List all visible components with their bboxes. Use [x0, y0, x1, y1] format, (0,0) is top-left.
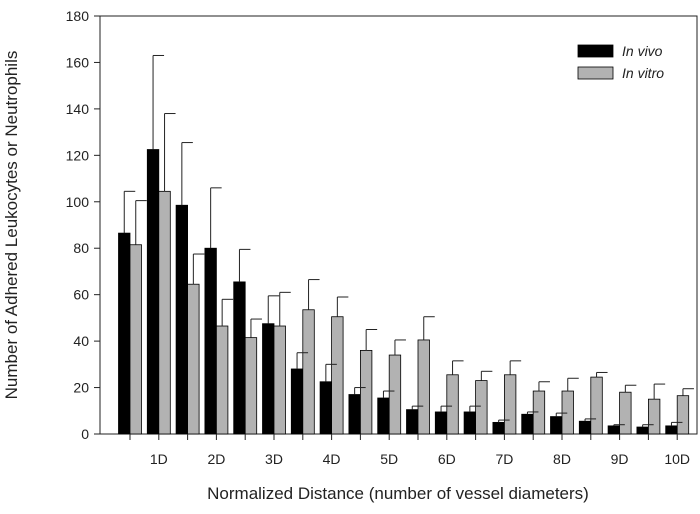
x-tick-label-2D: 2D — [207, 451, 225, 467]
y-tick-label-8: 160 — [66, 54, 90, 70]
x-axis-label: Normalized Distance (number of vessel di… — [207, 484, 589, 503]
legend: In vivo In vitro — [577, 43, 664, 81]
y-tick-label-9: 180 — [66, 8, 90, 24]
bar-in-vitro-16 — [590, 376, 603, 435]
bar-in-vitro-17 — [619, 391, 632, 435]
bar-in-vivo-15 — [550, 416, 563, 435]
x-tick-label-6D: 6D — [438, 451, 456, 467]
x-tick-label-10D: 10D — [664, 451, 690, 467]
bar-in-vivo-10 — [406, 409, 419, 435]
bar-in-vivo-7 — [319, 381, 333, 435]
bars-layer — [118, 149, 690, 435]
y-axis-label: Number of Adhered Leukocytes or Neutroph… — [2, 51, 21, 400]
bar-in-vitro-19 — [676, 395, 690, 435]
legend-swatch-in-vitro — [577, 66, 614, 80]
y-axis: 0 20 40 60 80 100 120 140 160 180 — [66, 8, 100, 442]
legend-swatch-in-vivo — [577, 44, 614, 58]
bar-in-vivo-6 — [290, 368, 304, 435]
bar-in-vitro-10 — [417, 339, 430, 435]
bar-in-vivo-3 — [204, 247, 217, 435]
bar-in-vitro-4 — [244, 337, 258, 435]
bar-in-vivo-0 — [118, 232, 131, 435]
y-tick-label-1: 20 — [73, 380, 89, 396]
bar-in-vivo-18 — [636, 426, 649, 435]
bar-in-vitro-7 — [331, 316, 344, 435]
bar-in-vitro-8 — [359, 349, 373, 435]
y-tick-label-0: 0 — [81, 426, 89, 442]
bar-in-vivo-5 — [262, 323, 275, 435]
bar-in-vivo-19 — [665, 425, 678, 435]
bar-in-vitro-5 — [273, 325, 286, 435]
bar-in-vivo-14 — [521, 413, 534, 435]
y-tick-label-7: 140 — [66, 101, 90, 117]
bar-in-vitro-18 — [648, 398, 661, 435]
bar-in-vivo-13 — [492, 421, 505, 435]
bar-in-vivo-9 — [377, 397, 390, 435]
errorbars-layer — [123, 54, 694, 428]
bar-in-vitro-12 — [475, 380, 488, 435]
bar-in-vivo-12 — [463, 411, 477, 435]
bar-in-vitro-9 — [388, 354, 402, 435]
bar-in-vivo-4 — [233, 281, 246, 435]
bar-in-vitro-1 — [158, 190, 171, 435]
x-tick-label-4D: 4D — [323, 451, 341, 467]
bar-in-vitro-15 — [561, 390, 574, 435]
x-tick-label-1D: 1D — [150, 451, 168, 467]
y-tick-label-6: 120 — [66, 147, 90, 163]
bar-in-vivo-11 — [434, 411, 448, 435]
bar-in-vitro-0 — [129, 244, 142, 435]
bar-in-vitro-14 — [532, 390, 546, 435]
bar-in-vitro-6 — [302, 309, 315, 435]
legend-label-in-vitro: In vitro — [622, 65, 664, 81]
x-tick-label-9D: 9D — [611, 451, 629, 467]
y-tick-label-5: 100 — [66, 194, 90, 210]
y-tick-label-3: 60 — [73, 287, 89, 303]
bar-in-vivo-8 — [348, 394, 361, 435]
y-tick-label-2: 40 — [73, 333, 89, 349]
bar-in-vitro-13 — [503, 374, 517, 435]
x-axis: 1D 2D 3D 4D 5D 6D 7D 8D 9D 10D — [129, 434, 690, 467]
bar-in-vitro-3 — [215, 325, 229, 435]
x-tick-label-8D: 8D — [553, 451, 571, 467]
bar-in-vivo-17 — [607, 425, 620, 435]
x-tick-label-7D: 7D — [495, 451, 513, 467]
x-tick-label-3D: 3D — [265, 451, 283, 467]
y-tick-label-4: 80 — [73, 240, 89, 256]
bar-in-vivo-16 — [578, 420, 592, 435]
bar-in-vivo-1 — [146, 149, 160, 435]
bar-in-vivo-2 — [175, 204, 189, 435]
bar-in-vitro-2 — [187, 283, 200, 435]
bar-in-vitro-11 — [446, 374, 459, 435]
legend-label-in-vivo: In vivo — [622, 43, 663, 59]
x-tick-label-5D: 5D — [380, 451, 398, 467]
